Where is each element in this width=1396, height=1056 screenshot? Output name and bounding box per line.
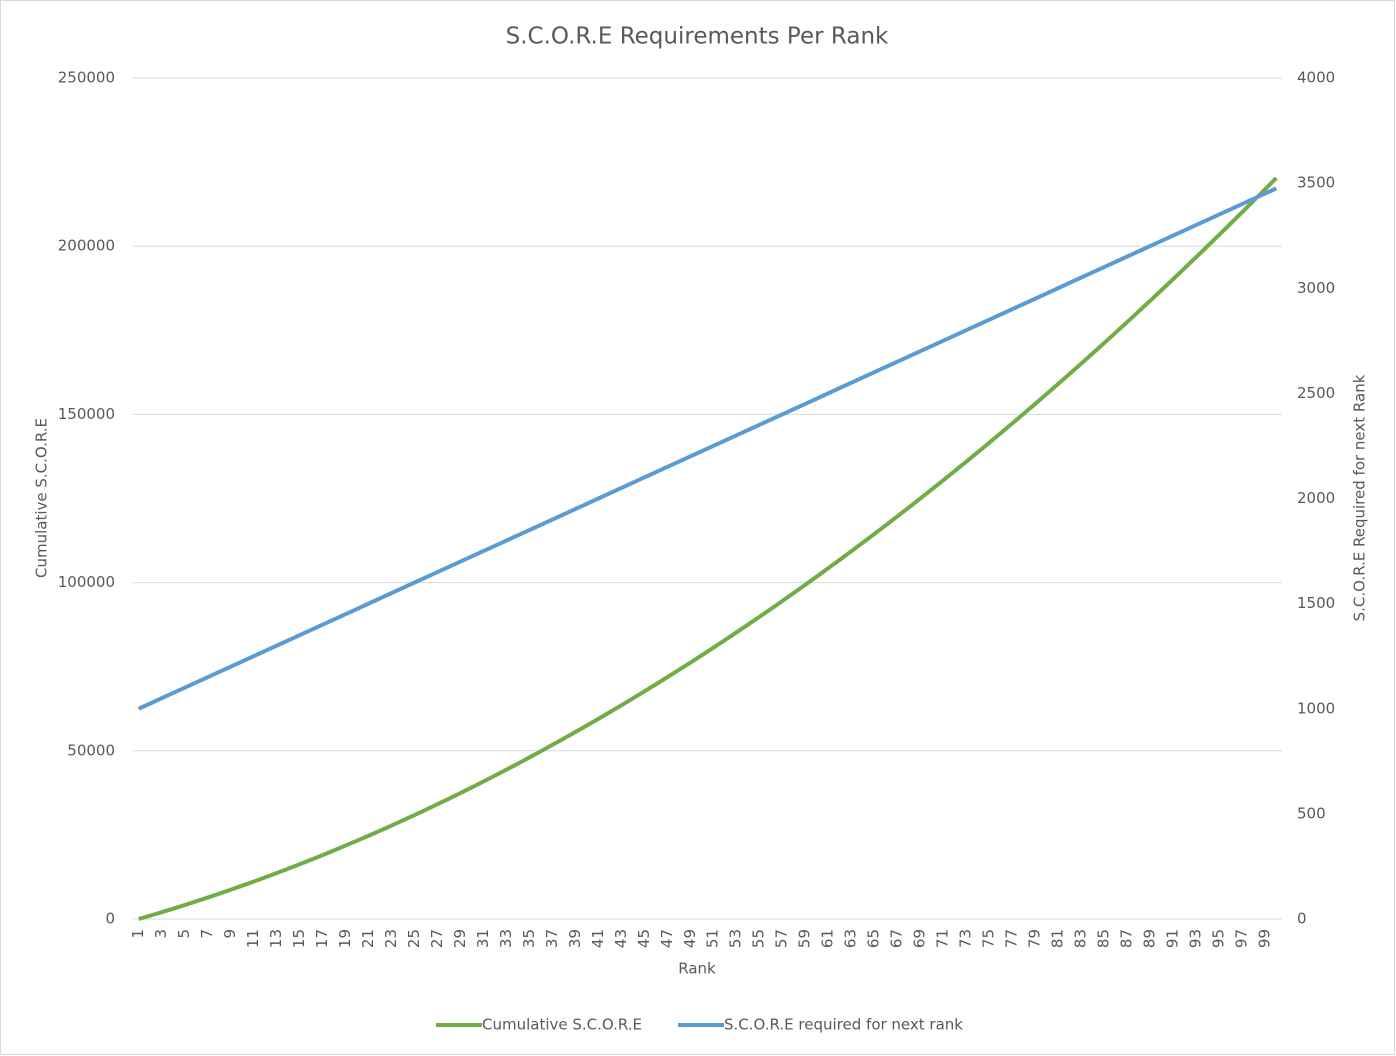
y2-axis-title: S.C.O.R.E Required for next Rank: [1351, 374, 1369, 621]
x-tick-label: 57: [773, 929, 791, 948]
x-tick-label: 41: [589, 929, 607, 948]
x-tick-label: 67: [888, 929, 906, 948]
x-tick-label: 49: [681, 929, 699, 948]
y2-tick-label: 0: [1297, 910, 1307, 928]
x-tick-label: 19: [336, 929, 354, 948]
x-tick-label: 13: [267, 929, 285, 948]
x-tick-label: 29: [451, 929, 469, 948]
x-tick-label: 63: [842, 929, 860, 948]
y2-tick-label: 500: [1297, 804, 1326, 822]
x-tick-label: 81: [1048, 929, 1066, 948]
y-tick-label: 0: [105, 910, 115, 928]
series-line: [138, 176, 1278, 921]
y2-tick-label: 1000: [1297, 699, 1335, 717]
series-line: [137, 186, 1278, 711]
x-tick-label: 65: [865, 929, 883, 948]
y2-tick-label: 4000: [1297, 69, 1335, 87]
x-tick-label: 47: [658, 929, 676, 948]
x-tick-label: 83: [1071, 929, 1089, 948]
x-tick-label: 45: [635, 929, 653, 948]
x-axis-title: Rank: [678, 960, 716, 978]
x-tick-label: 95: [1209, 929, 1227, 948]
x-tick-label: 79: [1025, 929, 1043, 948]
x-tick-label: 69: [911, 929, 929, 948]
x-tick-label: 23: [382, 929, 400, 948]
x-tick-label: 21: [359, 929, 377, 948]
x-tick-label: 31: [474, 929, 492, 948]
chart-title: S.C.O.R.E Requirements Per Rank: [506, 24, 889, 50]
x-tick-label: 15: [290, 929, 308, 948]
x-tick-label: 35: [520, 929, 538, 948]
x-tick-label: 53: [727, 929, 745, 948]
y2-tick-label: 2000: [1297, 489, 1335, 507]
y-tick-label: 150000: [58, 405, 115, 423]
y2-tick-label: 3500: [1297, 174, 1335, 192]
x-tick-label: 55: [750, 929, 768, 948]
x-tick-label: 87: [1117, 929, 1135, 948]
x-tick-label: 93: [1186, 929, 1204, 948]
x-tick-label: 3: [152, 929, 170, 939]
x-tick-label: 27: [428, 929, 446, 948]
x-tick-label: 5: [175, 929, 193, 939]
y2-tick-label: 1500: [1297, 594, 1335, 612]
y-axis-title: Cumulative S.C.O.R.E: [33, 418, 51, 578]
y2-tick-label: 2500: [1297, 384, 1335, 402]
x-tick-label: 43: [612, 929, 630, 948]
x-tick-label: 77: [1002, 929, 1020, 948]
x-tick-label: 33: [497, 929, 515, 948]
x-tick-label: 11: [244, 929, 262, 948]
y2-tick-label: 3000: [1297, 279, 1335, 297]
x-tick-label: 17: [313, 929, 331, 948]
x-tick-label: 71: [934, 929, 952, 948]
x-tick-label: 59: [796, 929, 814, 948]
x-tick-label: 89: [1140, 929, 1158, 948]
x-tick-label: 9: [221, 929, 239, 939]
x-tick-label: 61: [819, 929, 837, 948]
y-tick-label: 50000: [67, 741, 115, 759]
y-tick-label: 200000: [58, 237, 115, 255]
x-tick-label: 7: [198, 929, 216, 939]
x-tick-label: 73: [957, 929, 975, 948]
y-tick-label: 250000: [58, 69, 115, 87]
x-tick-label: 51: [704, 929, 722, 948]
x-tick-label: 97: [1232, 929, 1250, 948]
x-tick-label: 75: [980, 929, 998, 948]
x-tick-label: 25: [405, 929, 423, 948]
x-tick-label: 1: [129, 929, 147, 939]
x-tick-label: 39: [566, 929, 584, 948]
y-tick-label: 100000: [58, 573, 115, 591]
x-tick-label: 85: [1094, 929, 1112, 948]
x-tick-label: 99: [1255, 929, 1273, 948]
legend-label: Cumulative S.C.O.R.E: [482, 1016, 642, 1034]
x-tick-label: 37: [543, 929, 561, 948]
legend-label: S.C.O.R.E required for next rank: [724, 1016, 963, 1034]
x-tick-label: 91: [1163, 929, 1181, 948]
